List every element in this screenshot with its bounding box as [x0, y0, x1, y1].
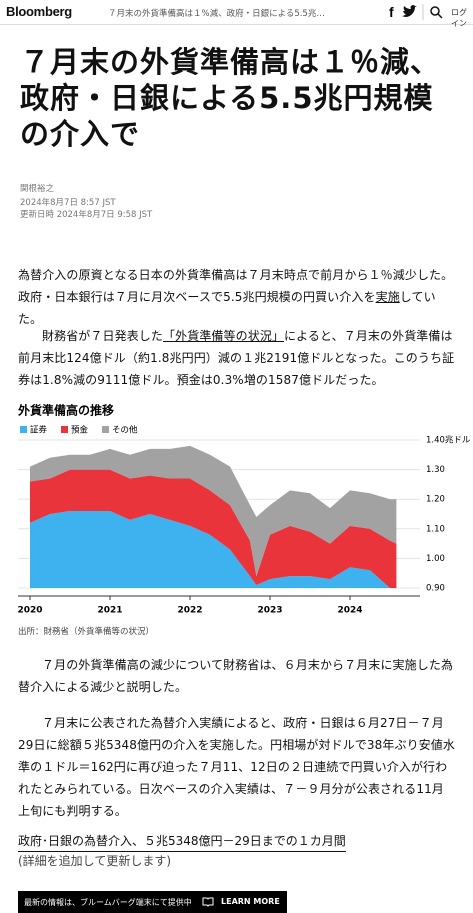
plot-area	[30, 445, 397, 588]
legend-label: 証券	[30, 425, 48, 436]
x-tick-label: 2020	[17, 606, 42, 616]
y-tick-label: 1.20	[426, 495, 445, 505]
banner-button[interactable]: LEARN MORE	[221, 897, 280, 906]
author[interactable]: 関根裕之	[20, 184, 55, 194]
banner-text: 最新の情報は、ブルームバーグ端末にて提供中	[24, 898, 192, 907]
facebook-icon[interactable]: f	[389, 4, 394, 20]
book-icon	[202, 897, 214, 907]
text: によると、７月末の外貨準備は前月末比124億ドル（約1.8兆円円）減の１兆219…	[18, 329, 455, 387]
header-headline: ７月末の外貨準備高は１%減、政府・日銀による5.5兆…	[108, 9, 325, 19]
area	[30, 469, 397, 588]
twitter-icon[interactable]	[402, 5, 417, 17]
area	[30, 511, 397, 588]
paragraph: ７月の外貨準備高の減少について財務省は、６月末から７月末に実施した為替介入による…	[18, 658, 454, 694]
link[interactable]: 「外貨準備等の状況」	[163, 329, 285, 343]
login-link[interactable]: ログイン	[451, 8, 467, 28]
legend-label: 預金	[71, 425, 89, 436]
share-icons[interactable]: f	[386, 4, 446, 20]
paragraph: 為替介入の原資となる日本の外貨準備高は７月末時点で前月から１％減少した。政府・日…	[18, 264, 456, 330]
search-icon-handle	[437, 13, 443, 19]
update-note: (詳細を追加して更新します)	[18, 854, 172, 868]
text: していた。	[18, 290, 436, 326]
y-tick-label: 1.40兆ドル	[426, 435, 471, 446]
search-icon[interactable]	[430, 6, 440, 16]
x-tick-label: 2024	[337, 606, 362, 616]
related-link[interactable]: 政府･日銀の為替介入、５兆5348億円－29日までの１カ月間	[18, 832, 346, 852]
link[interactable]: 実施	[375, 290, 400, 304]
legend-swatch	[20, 426, 27, 433]
x-tick-label: 2021	[97, 606, 122, 616]
area	[30, 445, 397, 577]
paragraph: ７月末に公表された為替介入実績によると、政府・日銀は６月27日－７月29日に総額…	[18, 716, 455, 818]
paragraph: 財務省が７日発表した「外貨準備等の状況」によると、７月末の外貨準備は前月末比12…	[18, 325, 456, 391]
legend-swatch	[102, 426, 110, 433]
y-tick-label: 0.90	[426, 584, 445, 594]
legend-label: その他	[112, 425, 138, 436]
y-tick-label: 1.00	[426, 554, 445, 564]
logo[interactable]: Bloomberg	[6, 4, 72, 19]
chart-source: 出所：財務省（外貨準備等の状況）	[18, 627, 155, 637]
y-tick-label: 1.10	[426, 524, 445, 534]
chart-title: 外貨準備高の推移	[18, 403, 114, 418]
text: 財務省が７日発表した	[42, 329, 164, 343]
terminal-banner[interactable]: 最新の情報は、ブルームバーグ端末にて提供中 LEARN MORE	[18, 891, 287, 913]
article-title: ７月末の外貨準備高は１％減、政府・日銀による5.5兆円規模の介入で	[20, 45, 441, 151]
updated-date: 更新日時 2024年8月7日 9:58 JST	[20, 210, 153, 220]
header-bar: Bloomberg ７月末の外貨準備高は１%減、政府・日銀による5.5兆… f …	[0, 0, 473, 28]
text: 為替介入の原資となる日本の外貨準備高は７月末時点で前月から１％減少した。政府・日…	[18, 268, 454, 304]
published-date: 2024年8月7日 8:57 JST	[20, 198, 116, 208]
y-tick-label: 1.30	[426, 465, 445, 475]
legend-swatch	[61, 426, 69, 433]
x-tick-label: 2023	[257, 606, 282, 616]
x-tick-label: 2022	[177, 606, 202, 616]
